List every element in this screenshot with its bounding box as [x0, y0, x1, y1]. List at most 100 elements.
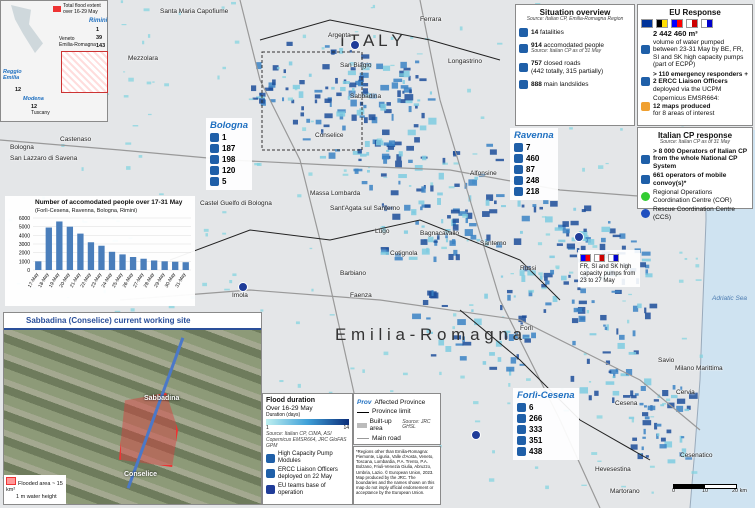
flood-area — [566, 243, 576, 249]
flood-area — [433, 256, 437, 263]
legend-source: Source: Italian CP, CIMA, ASI Copernicus… — [266, 431, 347, 449]
item-icon — [519, 44, 528, 54]
flood-area — [676, 405, 684, 412]
cp-item: 661 operators of mobile convoy(s)* — [641, 172, 749, 187]
flood-area — [667, 459, 676, 464]
flood-area — [390, 390, 394, 393]
flood-area — [612, 234, 621, 238]
flood-area — [308, 172, 313, 176]
flood-area — [421, 186, 426, 193]
flood-area — [349, 50, 352, 53]
item-note: Source: Italian CP as of 31 May — [531, 48, 602, 55]
flood-area — [368, 114, 376, 121]
bar — [129, 257, 137, 270]
stat-value: 120 — [222, 166, 236, 175]
flood-area — [384, 109, 392, 114]
eu-base-marker — [471, 430, 481, 440]
flood-area — [410, 36, 414, 39]
flood-area — [268, 82, 276, 88]
maps-text: for 8 areas of interest — [653, 110, 715, 118]
flood-area — [302, 138, 311, 141]
flood-area — [392, 213, 401, 220]
flood-area — [649, 303, 658, 309]
flood-area — [454, 183, 460, 187]
flood-area — [596, 415, 603, 419]
item-icon — [519, 63, 528, 73]
province-panel: Bologna 1 187 198 120 5 — [206, 118, 252, 190]
flood-area — [583, 228, 587, 232]
flood-area — [632, 305, 639, 312]
bar — [45, 227, 52, 270]
flood-area — [342, 173, 349, 176]
situation-item: 14 fatalities — [519, 27, 631, 37]
flood-area — [372, 4, 376, 9]
flood-area — [404, 204, 411, 211]
item-icon — [641, 192, 650, 202]
flood-area — [393, 78, 403, 83]
flood-area — [368, 64, 372, 67]
item-label: main landslides — [543, 80, 589, 88]
eu-base-marker — [238, 282, 248, 292]
flood-area — [591, 300, 595, 304]
flood-area — [272, 79, 276, 86]
flood-area — [428, 117, 437, 125]
flood-area — [408, 159, 413, 163]
responders-text: deployed via the UCPM — [653, 85, 722, 93]
stat-value: 218 — [526, 187, 540, 196]
flood-area — [359, 153, 367, 157]
flood-area — [578, 315, 586, 322]
stat-value: 333 — [529, 425, 543, 434]
item-text: Copernicus EMSR664: 12 maps produced for 8… — [653, 95, 719, 117]
flood-area — [420, 239, 428, 245]
flood-area — [466, 239, 469, 242]
flag — [671, 19, 683, 29]
bar — [98, 245, 105, 270]
panel-source: Source: Italian CP as of 31 May — [659, 139, 731, 146]
stat-row: 266 — [517, 414, 575, 423]
item-icon — [641, 209, 650, 219]
flood-area — [570, 220, 579, 226]
site-label: Conselice — [124, 471, 158, 478]
flood-area — [390, 36, 394, 40]
bar — [56, 221, 63, 270]
flood-area — [549, 255, 555, 259]
place-label: Conselice — [315, 132, 344, 139]
flood-area — [439, 371, 442, 376]
flood-area — [666, 429, 672, 434]
flood-area — [369, 184, 373, 191]
flood-area — [416, 53, 423, 55]
flood-area — [285, 87, 289, 91]
flood-area — [433, 240, 438, 243]
flood-area — [666, 398, 671, 402]
flood-area — [409, 89, 412, 94]
flood-area — [662, 389, 669, 397]
flood-area — [486, 194, 494, 201]
flood-area — [420, 206, 423, 211]
flood-area — [430, 354, 437, 357]
flood-area — [349, 62, 356, 66]
flood-area — [462, 213, 468, 218]
region-label: E m i l i a - R o m a g n a — [335, 325, 523, 344]
flood-area — [599, 243, 606, 251]
flood-area — [368, 166, 371, 169]
chart-panel: Number of accomodated people over 17-31 … — [5, 196, 195, 306]
flood-area — [521, 215, 530, 222]
place-label: Sant'Agata sul Santerno — [330, 205, 400, 212]
flood-area — [537, 242, 543, 246]
flood-area — [571, 237, 576, 242]
flag — [686, 19, 698, 29]
flood-area — [387, 145, 395, 150]
flood-area — [612, 376, 615, 379]
place-label: Cotignola — [390, 250, 418, 257]
flood-area — [205, 233, 208, 237]
flood-area — [504, 333, 508, 339]
flood-area — [128, 77, 134, 82]
flood-area — [695, 264, 700, 268]
flood-area — [516, 354, 519, 360]
flood-area — [391, 82, 399, 89]
flood-area — [419, 125, 427, 131]
flood-area — [361, 180, 368, 185]
legend-text: ERCC Liaison Officers deployed on 22 May — [278, 467, 338, 480]
flood-area — [426, 317, 431, 320]
